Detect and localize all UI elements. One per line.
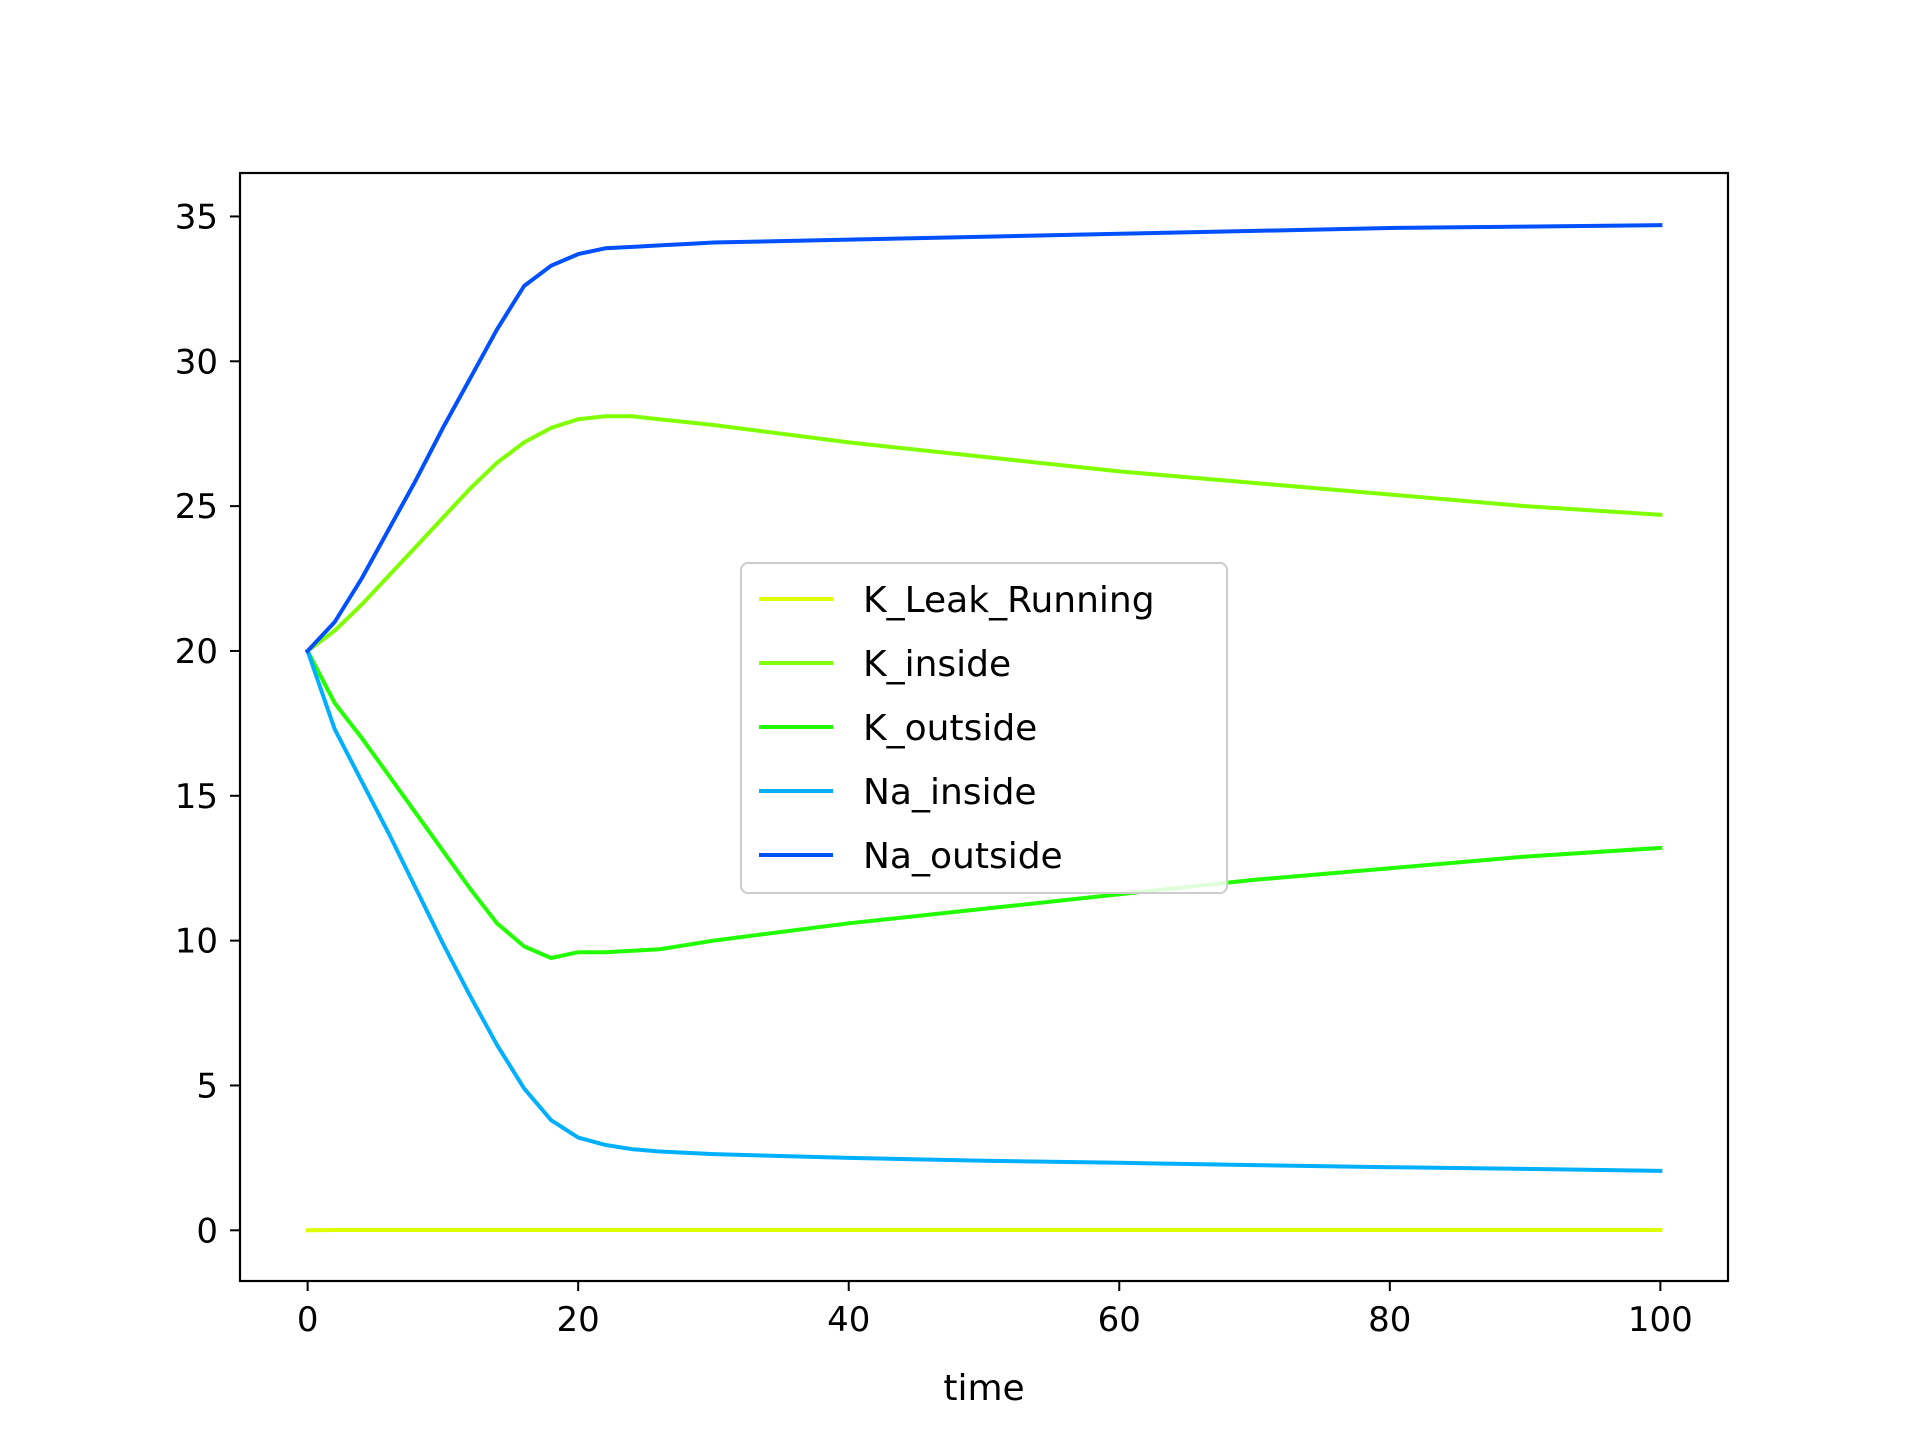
series-line-na-inside <box>305 648 1663 1173</box>
x-tick-label: 0 <box>297 1300 319 1340</box>
legend-label-k-inside: K_inside <box>863 644 1011 685</box>
x-axis: 0 20 40 60 80 100 <box>297 1281 1693 1340</box>
legend-label-na-outside: Na_outside <box>863 836 1063 877</box>
y-tick-label: 0 <box>196 1211 218 1251</box>
plot-frame <box>238 171 1730 1283</box>
series-line-k-inside <box>304 414 1663 654</box>
y-axis: 0 5 10 15 20 25 30 35 <box>175 197 240 1251</box>
y-tick-label: 15 <box>175 777 218 817</box>
x-tick-label: 100 <box>1628 1300 1693 1340</box>
series-layer <box>304 223 1663 1233</box>
legend-label-k-outside: K_outside <box>863 708 1037 749</box>
y-tick-label: 25 <box>175 487 218 527</box>
legend-items: K_Leak_Running K_inside K_outside Na_inside… <box>759 580 1155 877</box>
legend-label-k-leak-running: K_Leak_Running <box>863 580 1155 621</box>
series-line-na-outside <box>304 223 1663 654</box>
y-tick-label: 30 <box>175 342 218 382</box>
x-axis-title: time <box>943 1368 1024 1409</box>
legend-box <box>740 562 1228 894</box>
y-tick-label: 10 <box>175 922 218 962</box>
y-tick-label: 35 <box>175 197 218 237</box>
y-tick-label: 5 <box>196 1066 218 1106</box>
y-tick-label: 20 <box>175 632 218 672</box>
legend-label-na-inside: Na_inside <box>863 772 1037 813</box>
legend: K_Leak_Running K_inside K_outside Na_inside… <box>740 562 1228 894</box>
x-tick-label: 40 <box>827 1300 870 1340</box>
x-tick-label: 20 <box>557 1300 600 1340</box>
x-tick-label: 80 <box>1368 1300 1411 1340</box>
x-tick-label: 60 <box>1098 1300 1141 1340</box>
